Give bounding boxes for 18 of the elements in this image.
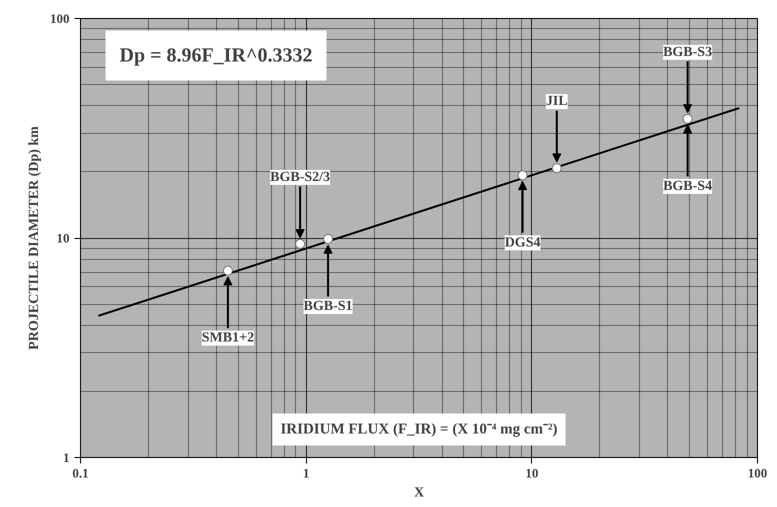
annotation: SMB1+2 [202, 330, 254, 346]
annotation: DGS4 [504, 235, 540, 250]
x-tick-label: 0.1 [72, 466, 89, 480]
x-tick-label: 100 [748, 466, 768, 480]
annotation: JIL [546, 94, 568, 110]
annotation: BGB-S1 [304, 298, 353, 314]
y-tick-label: 1 [63, 450, 70, 465]
y-axis-title: PROJECTILE DIAMETER (Dp) km [27, 126, 42, 350]
annotation: IRIDIUM FLUX (F_IR) = (X 10⁻⁴ mg cm⁻²) [280, 422, 558, 438]
y-tick-label: 100 [50, 11, 70, 26]
annotation: BGB-S3 [663, 44, 712, 60]
x-tick-label: 1 [302, 466, 310, 480]
x-axis-title: X [414, 486, 424, 500]
annotation: BGB-S2/3 [270, 170, 330, 185]
annotation: BGB-S4 [663, 178, 712, 194]
x-tick-label: 10 [525, 466, 538, 480]
annotation: Dp = 8.96F_IR^0.3332 [120, 44, 313, 66]
y-tick-label: 10 [56, 230, 70, 246]
